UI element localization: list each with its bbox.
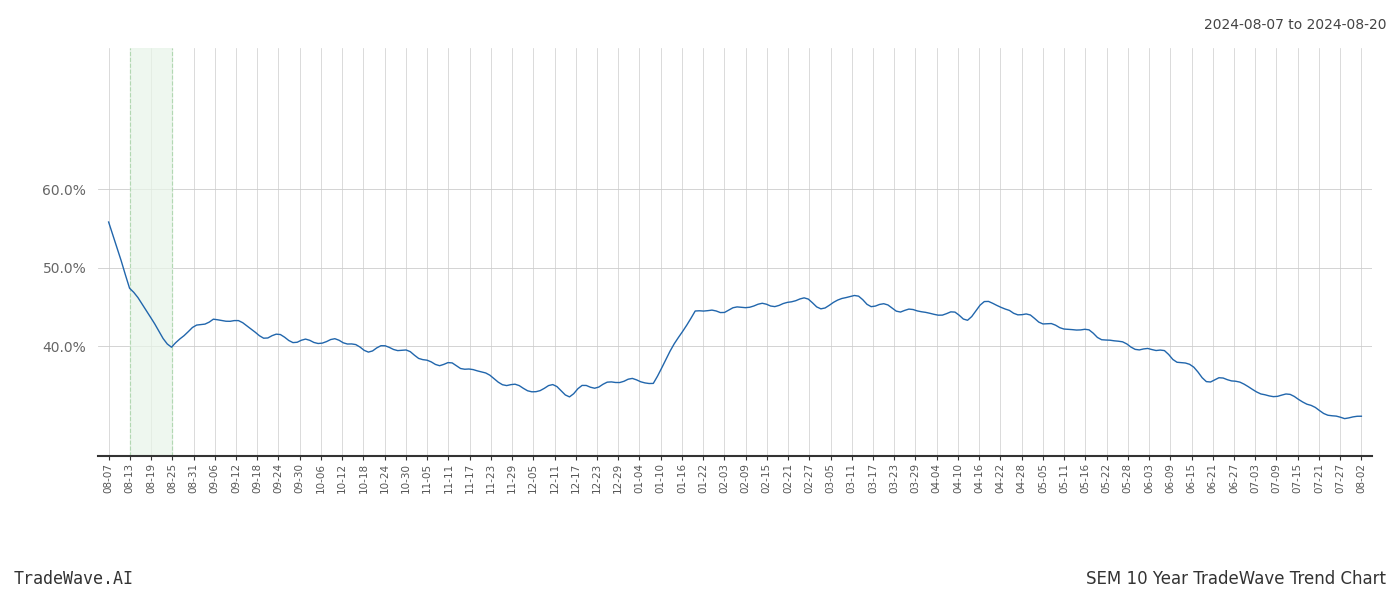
Bar <box>130 48 172 456</box>
Text: SEM 10 Year TradeWave Trend Chart: SEM 10 Year TradeWave Trend Chart <box>1086 570 1386 588</box>
Text: TradeWave.AI: TradeWave.AI <box>14 570 134 588</box>
Text: 2024-08-07 to 2024-08-20: 2024-08-07 to 2024-08-20 <box>1204 18 1386 32</box>
